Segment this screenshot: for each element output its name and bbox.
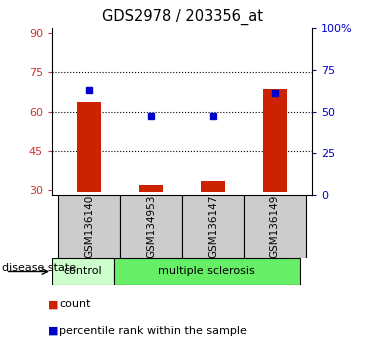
Bar [52, 258, 114, 285]
Bar [139, 184, 163, 192]
Text: ■: ■ [48, 326, 59, 336]
Bar [120, 195, 182, 258]
Bar [182, 195, 244, 258]
Text: GSM136140: GSM136140 [84, 195, 94, 258]
Text: GSM136147: GSM136147 [208, 195, 218, 258]
Text: disease state: disease state [2, 263, 76, 273]
Bar [114, 258, 300, 285]
Bar [58, 195, 120, 258]
Text: GSM136149: GSM136149 [270, 195, 280, 258]
Text: multiple sclerosis: multiple sclerosis [158, 267, 255, 276]
Bar [201, 181, 225, 192]
Text: control: control [64, 267, 102, 276]
Title: GDS2978 / 203356_at: GDS2978 / 203356_at [101, 9, 262, 25]
Text: percentile rank within the sample: percentile rank within the sample [60, 326, 247, 336]
Text: GSM134953: GSM134953 [146, 195, 156, 258]
Text: count: count [60, 299, 91, 309]
Text: ■: ■ [48, 299, 59, 309]
Bar [244, 195, 306, 258]
Bar [263, 89, 287, 192]
Bar [77, 102, 101, 192]
